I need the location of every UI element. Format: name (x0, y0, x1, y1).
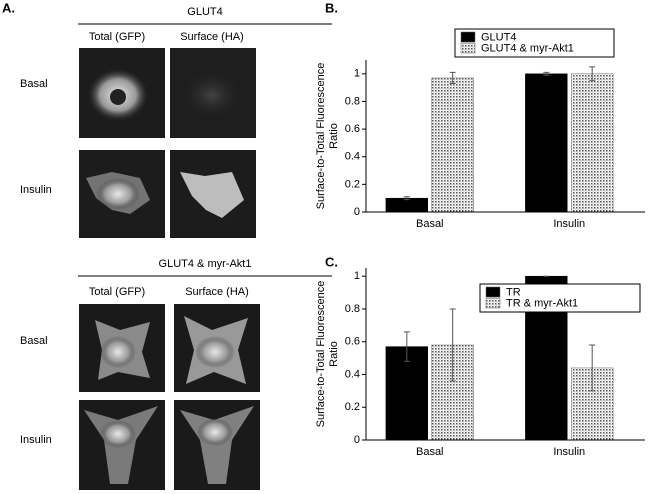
micrograph (174, 304, 260, 392)
y-tick-label: 1 (354, 68, 360, 80)
bar (385, 197, 428, 213)
column-header: Total (GFP) (89, 286, 145, 298)
legend-label: GLUT4 (481, 31, 516, 43)
column-header: Surface (HA) (180, 31, 244, 43)
row-label: Insulin (20, 434, 52, 446)
bar (525, 73, 568, 213)
y-axis-label: Surface-to-Total Fluorescence Ratio (315, 280, 340, 428)
bar (385, 346, 428, 441)
y-tick-label: 0.6 (345, 336, 360, 348)
y-axis-label: Surface-to-Total Fluorescence Ratio (315, 62, 340, 210)
y-tick-label: 0.4 (345, 368, 360, 380)
error-bar (403, 331, 410, 362)
micrograph (170, 48, 256, 138)
x-tick-label: Basal (416, 446, 444, 458)
error-bar (543, 71, 550, 76)
x-tick-label: Insulin (553, 218, 585, 230)
group-title: GLUT4 & myr-Akt1 (159, 258, 252, 270)
legend-box (479, 283, 641, 313)
error-bar (449, 71, 456, 84)
error-bar (589, 66, 596, 82)
y-tick-label: 0 (354, 206, 360, 218)
micrograph (79, 48, 165, 138)
y-tick-label: 1 (354, 270, 360, 282)
legend-swatch (485, 286, 501, 298)
y-tick-label: 0 (354, 434, 360, 446)
legend-swatch (460, 42, 476, 54)
error-bar (449, 308, 456, 382)
y-tick-label: 0.2 (345, 401, 360, 413)
y-tick-label: 0.8 (345, 95, 360, 107)
micrograph (79, 400, 165, 490)
panel-label: A. (2, 0, 15, 15)
legend-label: TR (506, 286, 521, 298)
legend-label: GLUT4 & myr-Akt1 (481, 42, 574, 54)
column-header: Surface (HA) (185, 286, 249, 298)
panel-label: C. (325, 254, 338, 269)
legend-swatch (460, 31, 476, 43)
y-tick-label: 0.4 (345, 151, 360, 163)
x-tick-label: Basal (416, 218, 444, 230)
row-label: Basal (20, 78, 48, 90)
row-label: Basal (20, 335, 48, 347)
x-tick-label: Insulin (553, 446, 585, 458)
bar (431, 77, 474, 213)
error-bar (403, 196, 410, 201)
bar (571, 73, 614, 213)
error-bar (589, 344, 596, 392)
legend-box (454, 28, 615, 58)
group-title: GLUT4 (187, 6, 222, 18)
legend-swatch (485, 297, 501, 309)
y-tick-label: 0.2 (345, 178, 360, 190)
micrograph (174, 400, 260, 490)
legend-label: TR & myr-Akt1 (506, 297, 578, 309)
micrograph (79, 150, 165, 238)
y-tick-label: 0.6 (345, 123, 360, 135)
row-label: Insulin (20, 184, 52, 196)
micrograph (170, 150, 256, 238)
y-tick-label: 0.8 (345, 303, 360, 315)
column-header: Total (GFP) (89, 31, 145, 43)
panel-label: B. (325, 0, 338, 15)
micrograph (79, 304, 165, 392)
